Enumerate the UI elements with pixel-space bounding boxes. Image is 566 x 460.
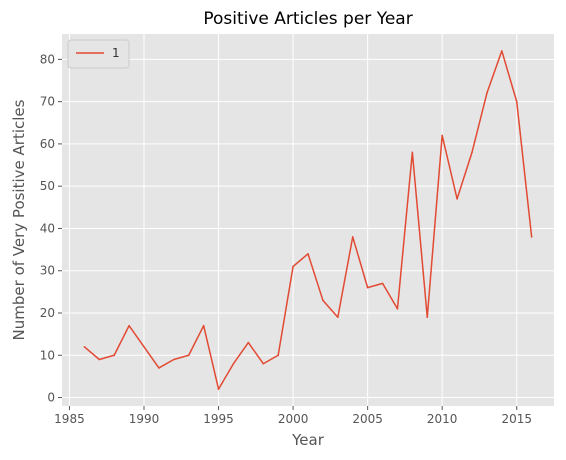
data-point [98,359,100,361]
x-tick-label: 1995 [203,412,234,426]
data-point [397,308,399,310]
data-point [382,283,384,285]
data-point [456,198,458,200]
data-point [352,236,354,238]
y-tick-label: 20 [40,306,55,320]
data-point [173,359,175,361]
data-point [471,152,473,154]
data-point [128,325,130,327]
chart-title: Positive Articles per Year [203,9,412,29]
data-point [158,367,160,369]
data-point [113,354,115,356]
y-tick-label: 80 [40,52,55,66]
x-tick-label: 2005 [352,412,383,426]
y-tick-label: 60 [40,137,55,151]
data-point [307,253,309,255]
data-point [426,316,428,318]
y-tick-label: 50 [40,179,55,193]
data-point [218,388,220,390]
data-point [322,300,324,302]
data-point [486,92,488,94]
data-point [367,287,369,289]
x-tick-label: 1985 [54,412,85,426]
x-axis-ticks: 1985 1990 1995 2000 2005 2010 2015 [54,406,532,426]
x-tick-label: 2015 [501,412,532,426]
y-tick-label: 30 [40,264,55,278]
data-point [84,346,86,348]
y-tick-label: 40 [40,221,55,235]
data-point [248,342,250,344]
data-point [337,316,339,318]
y-axis-ticks: 0 10 20 30 40 50 60 70 80 [40,52,62,404]
x-tick-label: 2000 [278,412,309,426]
y-axis-label: Number of Very Positive Articles [10,99,28,340]
x-axis-label: Year [291,431,325,449]
x-tick-label: 1990 [129,412,160,426]
data-point [277,354,279,356]
y-tick-label: 70 [40,95,55,109]
y-tick-label: 0 [47,391,55,405]
data-point [412,152,414,154]
data-point [143,346,145,348]
data-point [292,266,294,268]
data-point [188,354,190,356]
data-point [203,325,205,327]
data-point [441,135,443,137]
data-point [233,363,235,365]
plot-area [62,34,554,406]
legend-label: 1 [112,46,120,60]
legend: 1 [68,40,129,68]
data-point [501,50,503,52]
y-tick-label: 10 [40,348,55,362]
data-point [531,236,533,238]
data-point [262,363,264,365]
legend-box [68,40,129,68]
data-point [516,101,518,103]
x-tick-label: 2010 [427,412,458,426]
